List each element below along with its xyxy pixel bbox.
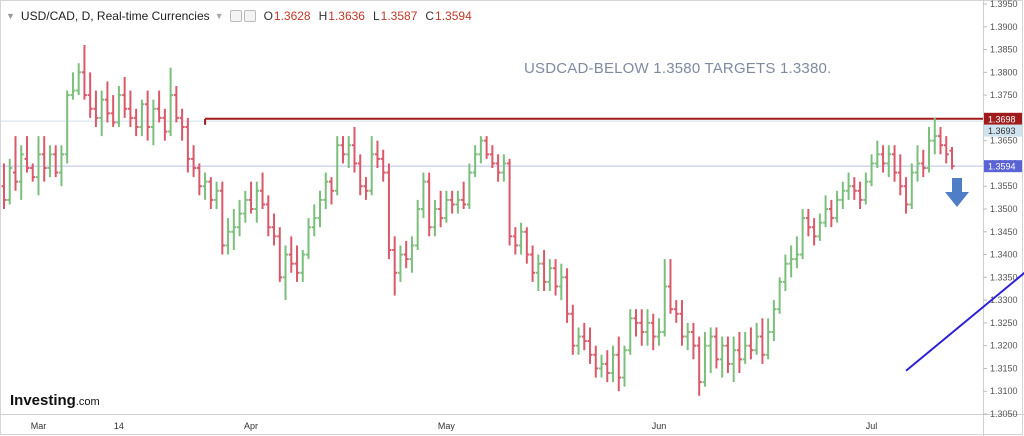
y-tick-label: 1.3550 bbox=[990, 181, 1018, 191]
last-price-tag: 1.3594 bbox=[988, 162, 1016, 172]
x-tick-label: Jul bbox=[866, 421, 878, 431]
close-label: C bbox=[425, 9, 435, 23]
y-tick-label: 1.3150 bbox=[990, 363, 1018, 373]
x-tick-label: Mar bbox=[31, 421, 47, 431]
marker-price-tag-bg bbox=[984, 124, 1022, 137]
low-value: L1.3587 bbox=[373, 9, 417, 23]
y-tick-label: 1.3350 bbox=[990, 272, 1018, 282]
collapse-icon[interactable]: ▼ bbox=[6, 11, 15, 21]
y-tick-label: 1.3300 bbox=[990, 295, 1018, 305]
open-value: O1.3628 bbox=[264, 9, 311, 23]
trade-annotation: USDCAD-BELOW 1.3580 TARGETS 1.3380. bbox=[524, 60, 832, 77]
x-tick-label: 14 bbox=[114, 421, 124, 431]
resistance-price-tag-bg bbox=[984, 112, 1022, 125]
investing-logo: Investing.com bbox=[10, 392, 100, 410]
open-number: 1.3628 bbox=[273, 9, 311, 23]
visibility-icons bbox=[229, 10, 256, 22]
last-price-tag-bg bbox=[984, 160, 1022, 173]
y-tick-label: 1.3250 bbox=[990, 318, 1018, 328]
high-number: 1.3636 bbox=[328, 9, 365, 23]
high-value: H1.3636 bbox=[319, 9, 365, 23]
hide-icon[interactable] bbox=[243, 10, 256, 22]
settings-icon[interactable] bbox=[229, 10, 242, 22]
marker-price-tag: 1.3693 bbox=[988, 126, 1016, 136]
chevron-down-icon[interactable]: ▼ bbox=[214, 11, 224, 21]
y-tick-label: 1.3450 bbox=[990, 227, 1018, 237]
support-trendline bbox=[905, 271, 1024, 372]
logo-suffix: .com bbox=[75, 396, 100, 408]
y-tick-label: 1.3850 bbox=[990, 45, 1018, 55]
y-tick-label: 1.3500 bbox=[990, 204, 1018, 214]
y-tick-label: 1.3050 bbox=[990, 409, 1018, 419]
x-tick-label: Jun bbox=[652, 421, 667, 431]
down-arrow-icon bbox=[945, 178, 969, 207]
y-tick-label: 1.3400 bbox=[990, 250, 1018, 260]
y-tick-label: 1.3950 bbox=[990, 0, 1018, 9]
close-value: C1.3594 bbox=[425, 9, 471, 23]
symbol-title[interactable]: USD/CAD, D, Real-time Currencies bbox=[20, 9, 210, 23]
chart-header: ▼ USD/CAD, D, Real-time Currencies ▼ O1.… bbox=[6, 9, 480, 23]
high-label: H bbox=[318, 9, 328, 23]
open-label: O bbox=[263, 9, 273, 23]
logo-brand: Investing bbox=[10, 392, 76, 409]
low-label: L bbox=[372, 9, 380, 23]
y-tick-label: 1.3800 bbox=[990, 67, 1018, 77]
y-tick-label: 1.3100 bbox=[990, 386, 1018, 396]
y-tick-label: 1.3200 bbox=[990, 341, 1018, 351]
y-tick-label: 1.3900 bbox=[990, 22, 1018, 32]
x-tick-label: Apr bbox=[244, 421, 258, 431]
x-tick-label: May bbox=[438, 421, 456, 431]
resistance-price-tag: 1.3698 bbox=[988, 114, 1016, 124]
y-tick-label: 1.3750 bbox=[990, 90, 1018, 100]
y-tick-label: 1.3650 bbox=[990, 136, 1018, 146]
low-number: 1.3587 bbox=[380, 9, 418, 23]
close-number: 1.3594 bbox=[435, 9, 472, 23]
